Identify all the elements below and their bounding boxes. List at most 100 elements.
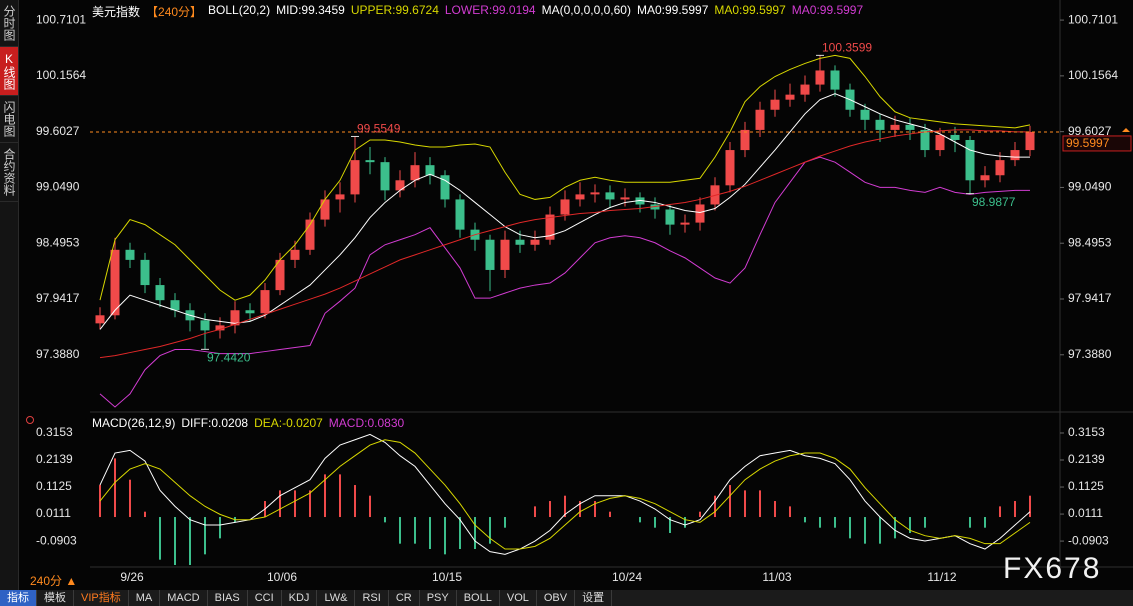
- legend-item: UPPER:99.6724: [350, 3, 439, 17]
- legend-item: LOWER:99.0194: [444, 3, 536, 17]
- toolbar-button[interactable]: VOL: [500, 590, 537, 606]
- candle-body: [320, 199, 330, 220]
- y-tick-label: 98.4953: [1068, 235, 1112, 249]
- candle-body: [740, 129, 750, 151]
- y-tick-label: 100.1564: [1068, 68, 1118, 82]
- extreme-label: 99.5549: [357, 122, 401, 136]
- y-tick-label: -0.0903: [1068, 533, 1109, 547]
- candle-body: [815, 70, 825, 85]
- watermark: FX678: [1003, 552, 1102, 585]
- legend-item: MA(0,0,0,0,0,60): [541, 3, 631, 17]
- x-tick-label: 9/26: [120, 570, 144, 584]
- candle-body: [395, 180, 405, 191]
- candle-body: [875, 119, 885, 130]
- x-tick-label: 10/24: [612, 570, 642, 584]
- toolbar-button[interactable]: BOLL: [457, 590, 500, 606]
- candle-body: [905, 124, 915, 130]
- sidebar-tab[interactable]: 分时图: [0, 0, 18, 47]
- toolbar-button[interactable]: PSY: [420, 590, 457, 606]
- price-label: 99.5997: [1066, 136, 1110, 150]
- toolbar-button[interactable]: KDJ: [282, 590, 318, 606]
- candle-body: [680, 222, 690, 225]
- legend-item: BOLL(20,2): [208, 3, 271, 17]
- toolbar-button[interactable]: MA: [129, 590, 161, 606]
- toolbar-button[interactable]: OBV: [537, 590, 576, 606]
- candle-body: [1010, 150, 1020, 161]
- main-legend: 美元指数 【240分】 BOLL(20,2) MID:99.3459 UPPER:99.…: [92, 3, 863, 20]
- candle-body: [125, 249, 135, 260]
- extreme-label: 98.9877: [972, 195, 1016, 209]
- toolbar-button[interactable]: CCI: [248, 590, 282, 606]
- candle-body: [725, 150, 735, 186]
- sidebar-tab[interactable]: 闪电图: [0, 96, 18, 143]
- y-tick-label: 0.2139: [1068, 452, 1105, 466]
- y-tick-label: 97.3880: [1068, 347, 1112, 361]
- legend-item: DEA:-0.0207: [254, 416, 323, 430]
- legend-item: 【240分】: [146, 5, 203, 19]
- candle-body: [305, 219, 315, 250]
- legend-item: MA0:99.5997: [791, 3, 864, 17]
- toolbar-button[interactable]: 模板: [37, 590, 74, 606]
- candle-body: [230, 310, 240, 326]
- macd-line: [99, 439, 1031, 550]
- sidebar-tab[interactable]: 合约资料: [0, 143, 18, 202]
- candle-body: [965, 139, 975, 181]
- period-selector[interactable]: 240分 ▲: [30, 574, 78, 588]
- x-tick-label: 10/15: [432, 570, 462, 584]
- y-tick-label: 99.0490: [36, 180, 80, 194]
- candle-body: [155, 285, 165, 301]
- indicator-line: [99, 129, 1030, 359]
- candle-body: [590, 192, 600, 195]
- candle-body: [935, 134, 945, 151]
- y-tick-label: 99.6027: [36, 124, 80, 138]
- y-tick-label: 97.3880: [36, 347, 80, 361]
- candle-body: [170, 300, 180, 311]
- candle-body: [575, 194, 585, 200]
- candle-body: [620, 197, 630, 200]
- toolbar-button[interactable]: 指标: [0, 590, 37, 606]
- toolbar-button[interactable]: CR: [389, 590, 420, 606]
- y-tick-label: 100.7101: [36, 12, 86, 26]
- toolbar-button[interactable]: RSI: [355, 590, 389, 606]
- y-tick-label: 0.3153: [1068, 425, 1105, 439]
- candle-body: [485, 239, 495, 270]
- indicator-line: [99, 156, 1030, 408]
- sidebar: 分时图 K线图 闪电图 合约资料: [0, 0, 19, 590]
- candle-body: [800, 84, 810, 95]
- indicator-icon: [26, 416, 34, 424]
- legend-item: DIFF:0.0208: [181, 416, 249, 430]
- candle-body: [425, 165, 435, 176]
- y-tick-label: 0.1125: [1068, 479, 1104, 493]
- candle-body: [140, 259, 150, 286]
- candle-body: [455, 199, 465, 230]
- y-tick-label: 0.1125: [36, 479, 72, 493]
- legend-item: MA0:99.5997: [636, 3, 709, 17]
- candle-body: [995, 160, 1005, 176]
- y-tick-label: 100.1564: [36, 68, 86, 82]
- candle-body: [1025, 131, 1035, 151]
- candle-body: [215, 325, 225, 331]
- extreme-label: 100.3599: [822, 41, 872, 55]
- indicator-toolbar: 指标 模板 VIP指标 MA MACD BIAS CCI KDJ LW& RSI CR PSY BOLL…: [0, 590, 1133, 606]
- y-tick-label: 0.0111: [36, 506, 71, 520]
- candle-body: [785, 94, 795, 100]
- indicator-line: [99, 54, 1031, 301]
- toolbar-button[interactable]: MACD: [160, 590, 208, 606]
- toolbar-button[interactable]: VIP指标: [74, 590, 129, 606]
- toolbar-button[interactable]: LW&: [317, 590, 356, 606]
- candle-body: [530, 239, 540, 245]
- candle-body: [560, 199, 570, 215]
- candle-body: [755, 109, 765, 130]
- candle-body: [200, 320, 210, 331]
- candle-body: [980, 175, 990, 181]
- candle-body: [410, 165, 420, 181]
- legend-item: MACD(26,12,9): [92, 416, 176, 430]
- sidebar-tab[interactable]: K线图: [0, 47, 18, 96]
- candle-body: [95, 315, 105, 324]
- candle-body: [665, 209, 675, 225]
- toolbar-button[interactable]: BIAS: [208, 590, 248, 606]
- toolbar-button[interactable]: 设置: [575, 590, 613, 606]
- candle-body: [920, 129, 930, 151]
- candle-body: [110, 249, 120, 316]
